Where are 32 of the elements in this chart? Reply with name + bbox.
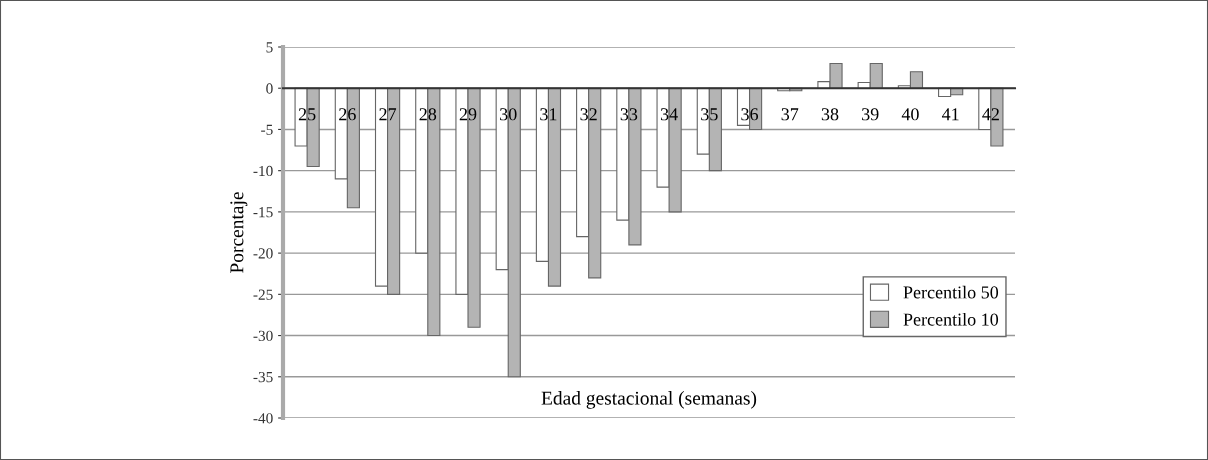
y-tick-label: -10 [253,165,273,177]
y-tick-label: -35 [253,371,273,383]
y-tick-label: -40 [253,413,273,424]
y-tick-label: -30 [253,330,273,342]
x-tick-label: 42 [982,108,999,121]
x-tick-label: 32 [580,108,597,121]
y-axis-title: Porcentaje [230,192,248,273]
legend-label: Percentilo 10 [903,312,999,326]
x-tick-label: 40 [901,108,919,121]
x-tick-label: 38 [821,108,839,121]
y-tick-label: -15 [253,207,273,218]
y-tick-label: 5 [266,42,273,53]
x-tick-label: 25 [298,108,316,121]
x-tick-label: 37 [781,108,799,121]
x-tick-label: 41 [941,108,959,121]
x-tick-label: 33 [620,108,638,121]
x-tick-label: 34 [660,108,678,121]
y-tick-label: -20 [253,248,273,259]
x-axis-title: Edad gestacional (semanas) [541,391,757,409]
x-tick-label: 28 [419,108,437,121]
y-tick-label: -25 [253,289,273,300]
y-tick-label: 0 [266,83,273,94]
y-tick-label: -5 [261,124,273,135]
x-tick-label: 31 [540,108,557,121]
x-tick-label: 26 [339,108,356,121]
x-tick-label: 27 [379,108,397,121]
x-tick-label: 29 [459,108,477,121]
x-tick-label: 36 [741,108,759,121]
x-tick-label: 30 [500,108,517,121]
legend-label: Percentilo 50 [903,285,999,299]
x-tick-label: 35 [701,108,718,121]
x-tick-label: 39 [862,108,879,121]
